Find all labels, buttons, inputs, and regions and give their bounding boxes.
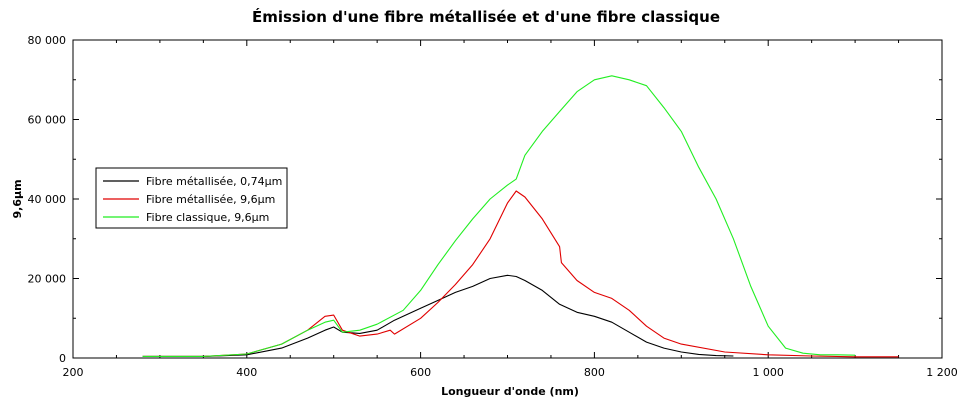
x-tick-label: 1 000: [752, 366, 784, 379]
x-tick-label: 600: [410, 366, 431, 379]
y-tick-label: 80 000: [28, 34, 67, 47]
legend-label: Fibre métallisée, 9,6µm: [146, 193, 275, 206]
x-tick-label: 800: [584, 366, 605, 379]
legend-label: Fibre classique, 9,6µm: [146, 211, 269, 224]
legend-box: [95, 167, 288, 229]
x-tick-label: 400: [236, 366, 257, 379]
series-layer: [142, 75, 899, 358]
series-line-2: [142, 190, 899, 358]
y-tick-label: 40 000: [28, 193, 67, 206]
legend-label: Fibre métallisée, 0,74µm: [146, 175, 282, 188]
chart-title: Émission d'une fibre métallisée et d'une…: [252, 7, 720, 26]
y-axis-label: 9,6µm: [11, 179, 24, 218]
x-tick-label: 1 200: [926, 366, 958, 379]
x-tick-label: 200: [63, 366, 84, 379]
y-tick-label: 20 000: [28, 273, 67, 286]
y-tick-label: 60 000: [28, 114, 67, 127]
series-line-3: [142, 75, 856, 357]
series-line-1: [142, 274, 734, 357]
x-axis-label: Longueur d'onde (nm): [441, 385, 579, 398]
legend: Fibre métallisée, 0,74µm Fibre métallisée…: [95, 167, 288, 229]
y-tick-label: 0: [59, 352, 66, 365]
y-axis: 0 20 000 40 000 60 000 80 000: [28, 34, 942, 365]
x-axis: 200 400 600 800 1 000 1 200: [63, 40, 958, 379]
